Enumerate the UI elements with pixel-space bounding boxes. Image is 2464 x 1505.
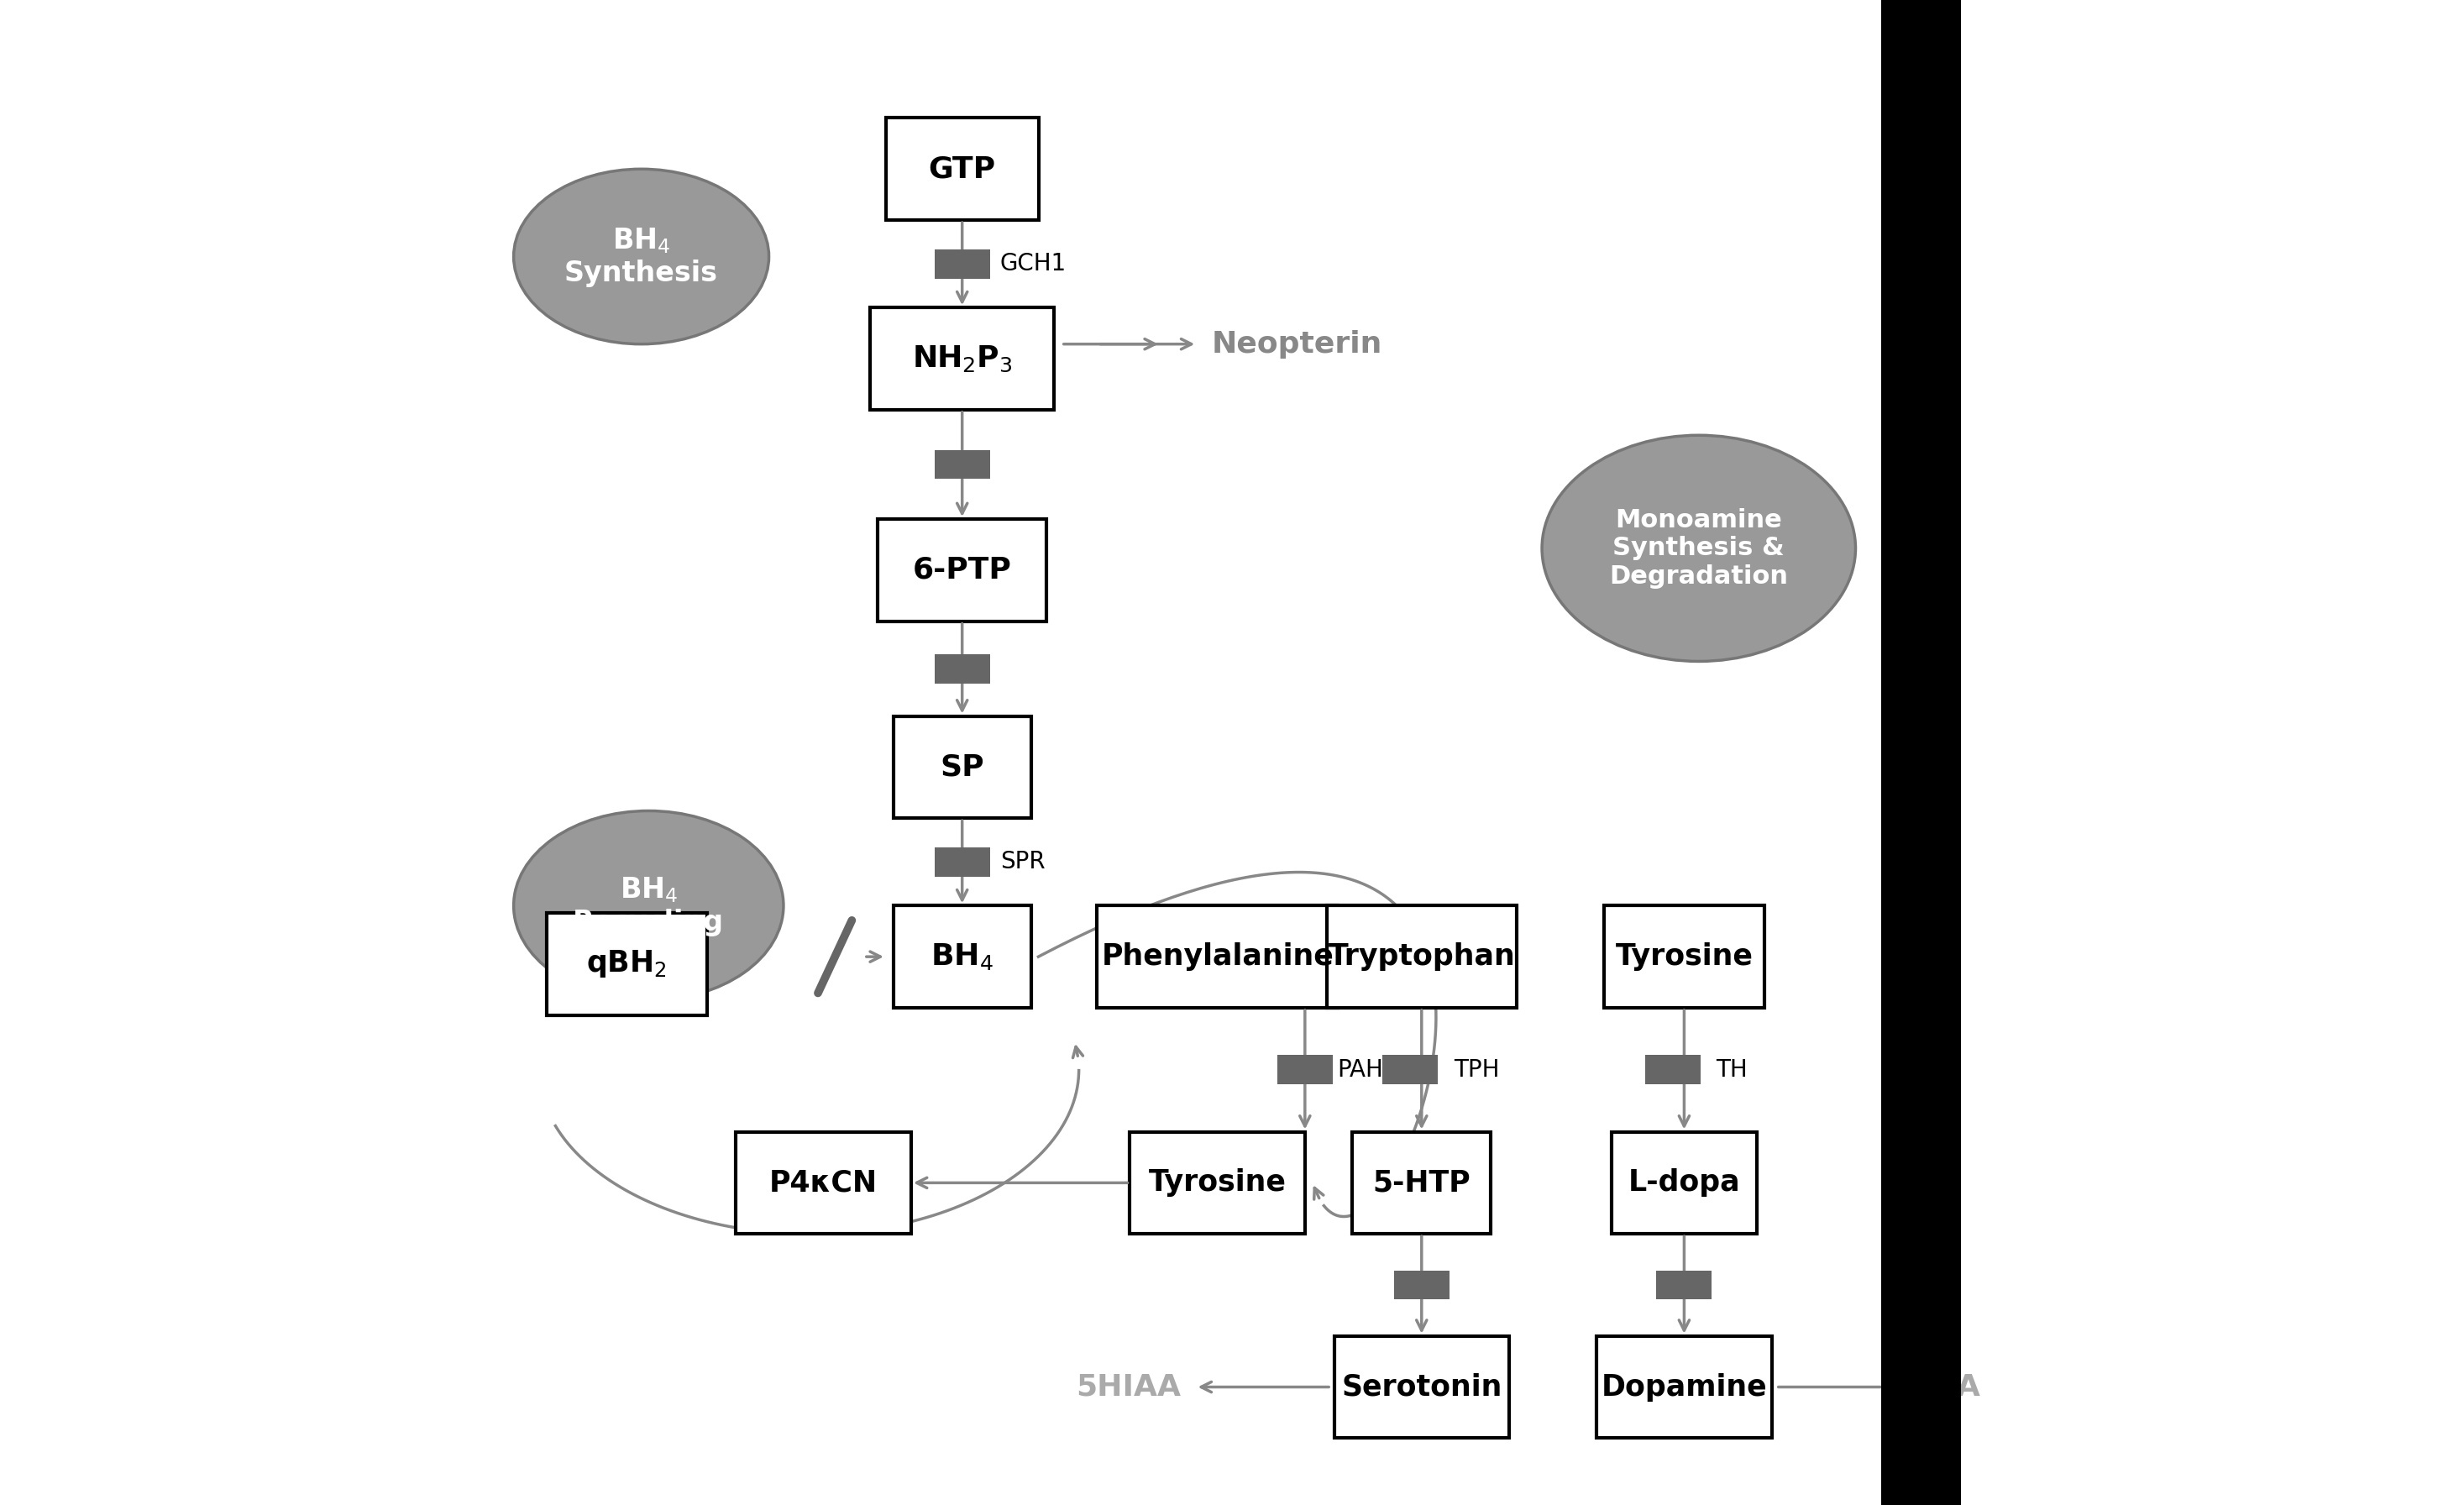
FancyBboxPatch shape [1646,1055,1700,1084]
FancyBboxPatch shape [1326,906,1515,1008]
FancyBboxPatch shape [1604,906,1764,1008]
Text: Serotonin: Serotonin [1340,1373,1503,1401]
Text: BH$_4$
Recycling: BH$_4$ Recycling [574,874,724,936]
FancyBboxPatch shape [870,307,1055,409]
FancyBboxPatch shape [1333,1336,1508,1439]
FancyBboxPatch shape [1353,1132,1491,1234]
Ellipse shape [1542,435,1855,661]
Ellipse shape [513,811,784,1001]
Text: Dopamine: Dopamine [1602,1373,1767,1401]
FancyBboxPatch shape [1597,1336,1772,1439]
FancyBboxPatch shape [1395,1270,1449,1299]
Ellipse shape [513,169,769,345]
FancyBboxPatch shape [894,906,1030,1008]
Text: NH$_2$P$_3$: NH$_2$P$_3$ [912,343,1013,373]
Text: Neopterin: Neopterin [1212,330,1382,358]
Text: P4κCN: P4κCN [769,1168,877,1196]
FancyBboxPatch shape [934,655,991,683]
FancyBboxPatch shape [877,519,1047,622]
Text: 6-PTP: 6-PTP [912,555,1013,584]
FancyBboxPatch shape [934,250,991,278]
Text: 5HIAA: 5HIAA [1077,1373,1180,1401]
FancyBboxPatch shape [1382,1055,1437,1084]
Text: SP: SP [941,752,983,781]
FancyBboxPatch shape [934,450,991,479]
Text: 5-HTP: 5-HTP [1372,1168,1471,1196]
Text: TPH: TPH [1454,1058,1501,1082]
FancyBboxPatch shape [1611,1132,1757,1234]
Text: TH: TH [1717,1058,1747,1082]
FancyBboxPatch shape [1276,1055,1333,1084]
Text: Monoamine
Synthesis &
Degradation: Monoamine Synthesis & Degradation [1609,507,1789,588]
Text: L-dopa: L-dopa [1629,1168,1740,1196]
Text: GCH1: GCH1 [1000,253,1067,275]
FancyBboxPatch shape [1131,1132,1306,1234]
FancyBboxPatch shape [894,716,1030,819]
FancyBboxPatch shape [1096,906,1338,1008]
FancyBboxPatch shape [737,1132,912,1234]
Text: Tryptophan: Tryptophan [1328,942,1515,971]
Text: HVA: HVA [1910,1373,1981,1401]
Bar [1880,0,1961,1505]
FancyBboxPatch shape [934,847,991,876]
FancyBboxPatch shape [547,914,707,1014]
Text: qBH$_2$: qBH$_2$ [586,948,668,980]
Text: Tyrosine: Tyrosine [1148,1168,1286,1196]
Text: Phenylalanine: Phenylalanine [1101,942,1333,971]
FancyBboxPatch shape [1656,1270,1712,1299]
Text: Tyrosine: Tyrosine [1616,942,1752,971]
Text: BH$_4$: BH$_4$ [931,942,993,972]
Text: BH$_4$
Synthesis: BH$_4$ Synthesis [564,226,717,287]
Text: GTP: GTP [929,155,995,184]
FancyBboxPatch shape [885,117,1040,220]
Text: PAH: PAH [1338,1058,1382,1082]
Text: SPR: SPR [1000,850,1045,874]
